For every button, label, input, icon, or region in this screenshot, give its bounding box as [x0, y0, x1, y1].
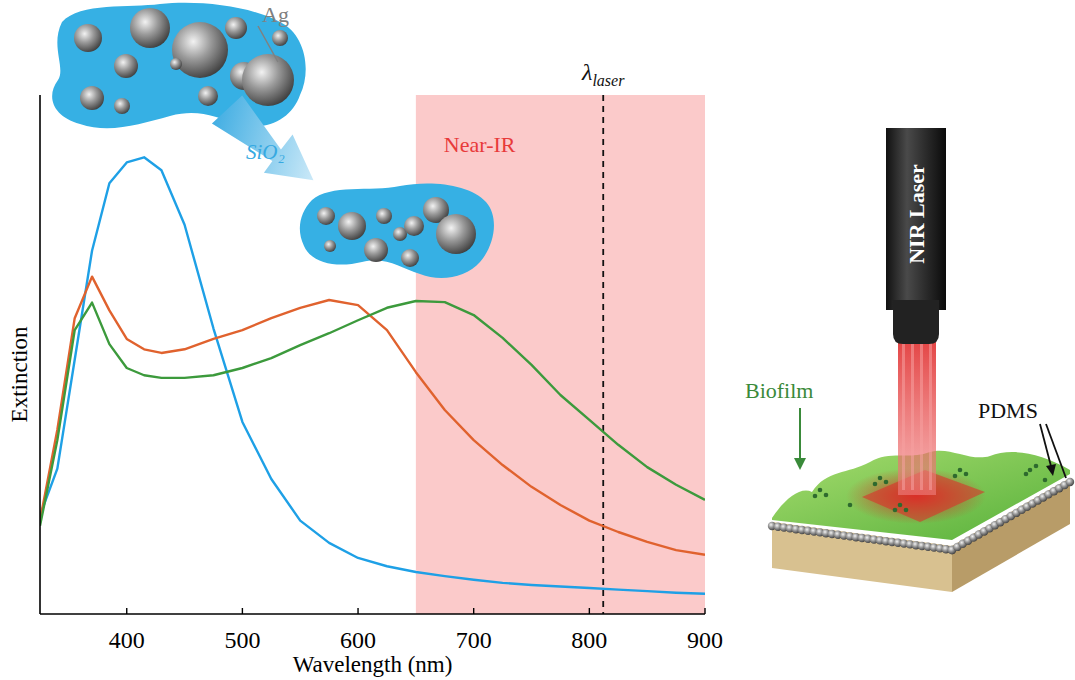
ag-particle — [324, 240, 336, 252]
y-axis-title: Extinction — [7, 326, 32, 422]
bacterium — [898, 503, 903, 508]
x-tick — [242, 608, 243, 614]
ag-particle — [114, 98, 130, 114]
extinction-line — [40, 301, 705, 526]
ag-particle — [225, 17, 247, 39]
x-tick — [589, 608, 590, 614]
x-tick — [357, 608, 358, 614]
ag-label: Ag — [262, 2, 289, 27]
ag-particle — [172, 22, 228, 78]
bacterium — [1043, 478, 1048, 483]
ag-particle — [338, 212, 366, 240]
pdms-arrowhead — [1046, 464, 1056, 476]
ag-particle — [364, 238, 388, 262]
bacterium — [878, 476, 883, 481]
ag-particle — [74, 24, 102, 52]
laser-beam — [898, 340, 936, 495]
x-tick-label: 900 — [687, 627, 723, 653]
beam-stripe — [920, 340, 923, 490]
ag-particle — [404, 216, 424, 236]
beam-stripe — [902, 340, 905, 490]
ag-particle — [114, 54, 138, 78]
bacterium — [893, 508, 898, 513]
pdms-label: PDMS — [978, 398, 1038, 423]
x-tick-label: 400 — [109, 627, 145, 653]
ag-particle — [317, 207, 335, 225]
bacterium — [904, 508, 909, 513]
ag-particle — [170, 58, 182, 70]
near-ir-region — [416, 95, 705, 614]
pdms-pointer — [1040, 424, 1052, 470]
extinction-line — [40, 157, 705, 593]
bacterium — [1024, 472, 1029, 477]
biofilm-label: Biofilm — [745, 378, 813, 403]
pdms-bead — [1066, 478, 1074, 486]
bacterium — [958, 468, 963, 473]
biofilm-arrowhead — [794, 458, 806, 470]
laser-symbol: λ — [581, 59, 592, 85]
ag-cluster — [52, 3, 306, 128]
laser-scene: NIR Laser — [768, 128, 1074, 592]
ag-particle — [198, 86, 218, 106]
laser-line — [602, 95, 604, 614]
ag-particle — [401, 249, 419, 267]
bacterium — [1034, 464, 1039, 469]
silica-shell — [52, 3, 306, 128]
near-ir-label: Near-IR — [444, 132, 516, 157]
x-tick-label: 700 — [456, 627, 492, 653]
sio2-label: SiO₂ — [246, 140, 285, 164]
x-tick-label: 500 — [224, 627, 260, 653]
laser-label: NIR Laser — [904, 164, 929, 264]
x-tick — [473, 608, 474, 614]
x-tick-label: 600 — [340, 627, 376, 653]
silica-shell — [300, 183, 494, 278]
bacterium — [964, 472, 969, 477]
bacterium — [813, 494, 818, 499]
extinction-line — [40, 277, 705, 555]
figure: Near-IR λlaser 400 500 600 700 800 900 Wavelengt… — [0, 0, 1075, 680]
ag-pointer — [258, 26, 278, 62]
x-tick — [126, 608, 127, 614]
laser-subscript: laser — [592, 72, 625, 89]
bacterium — [1028, 468, 1033, 473]
y-axis — [39, 95, 41, 614]
process-arrow — [206, 83, 313, 207]
laser-label: λlaser — [581, 59, 625, 89]
ag-particle — [376, 208, 392, 224]
bacterium — [884, 480, 889, 485]
beam-stripe — [929, 340, 932, 490]
beam-stripe — [911, 340, 914, 490]
bacterium — [818, 488, 823, 493]
ag-particle — [80, 86, 104, 110]
lines — [40, 157, 705, 593]
coated-cluster — [300, 183, 494, 278]
x-axis — [40, 613, 705, 615]
x-tick — [704, 608, 705, 614]
ag-particle — [436, 214, 476, 254]
near-ir-group — [416, 95, 705, 614]
x-axis-title: Wavelength (nm) — [293, 652, 453, 677]
x-tick-label: 800 — [571, 627, 607, 653]
bacterium — [953, 474, 958, 479]
bacterium — [873, 482, 878, 487]
laser-body — [886, 128, 946, 310]
bacterium — [848, 503, 853, 508]
ag-particle — [242, 54, 294, 106]
pdms-pointer — [1046, 424, 1066, 478]
ag-particle — [272, 30, 288, 46]
laser-nozzle — [893, 300, 939, 344]
bacterium — [824, 493, 829, 498]
ag-particle — [130, 8, 170, 48]
biofilm-pointer — [799, 408, 801, 462]
